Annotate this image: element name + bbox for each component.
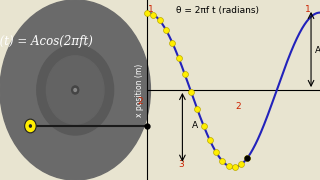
- Point: [239, 163, 244, 166]
- Text: x position (m): x position (m): [135, 63, 144, 117]
- Point: [145, 11, 150, 14]
- Ellipse shape: [37, 45, 114, 135]
- Point: [182, 73, 187, 76]
- Point: [245, 156, 250, 159]
- Point: [176, 56, 181, 59]
- Ellipse shape: [25, 119, 36, 133]
- Point: [195, 108, 200, 111]
- Point: [220, 160, 225, 163]
- Text: A: A: [315, 46, 320, 55]
- Ellipse shape: [46, 56, 104, 124]
- Point: [232, 166, 237, 169]
- Point: [157, 19, 162, 22]
- Text: θ = 2πf t (radians): θ = 2πf t (radians): [176, 6, 259, 15]
- Ellipse shape: [74, 89, 76, 91]
- Text: 1: 1: [305, 5, 311, 14]
- Point: [213, 151, 219, 154]
- Ellipse shape: [29, 125, 31, 127]
- Point: [207, 139, 212, 142]
- Point: [151, 13, 156, 16]
- Text: A: A: [192, 122, 198, 130]
- Point: [164, 29, 169, 32]
- Text: 2: 2: [236, 102, 241, 111]
- Point: [188, 90, 194, 93]
- Point: [201, 124, 206, 127]
- Text: 3: 3: [178, 160, 184, 169]
- Text: x(t) = Acos(2πft): x(t) = Acos(2πft): [0, 35, 93, 48]
- Text: 1: 1: [148, 5, 154, 14]
- Point: [170, 41, 175, 44]
- Point: [226, 165, 231, 168]
- Ellipse shape: [0, 0, 150, 180]
- Text: 2: 2: [138, 97, 143, 106]
- Ellipse shape: [72, 86, 79, 94]
